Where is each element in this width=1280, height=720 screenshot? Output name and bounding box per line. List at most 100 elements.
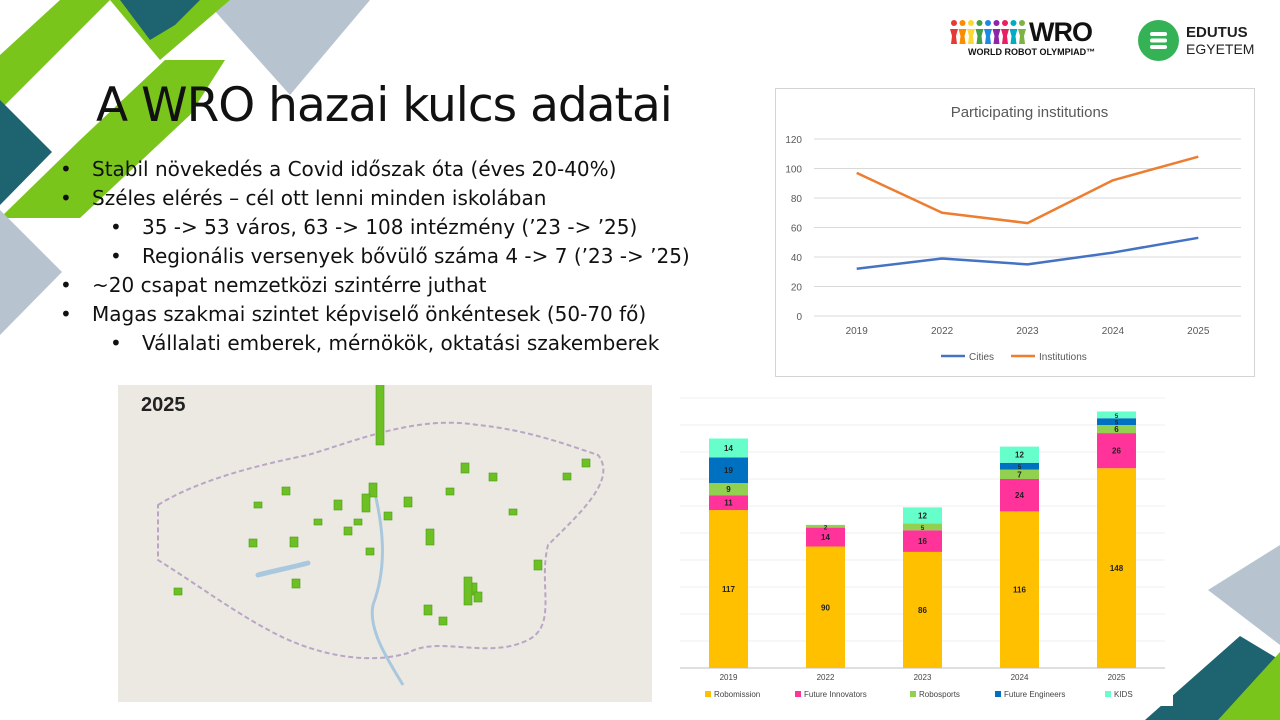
- bar-segment: [903, 530, 942, 552]
- wro-logo: WRO WORLD ROBOT OLYMPIAD™: [950, 16, 1122, 62]
- wro-figure-body: [967, 29, 975, 44]
- data-label: 14: [821, 533, 830, 542]
- wro-figure-head: [959, 20, 966, 26]
- map-bar-marker: [291, 578, 301, 589]
- legend-label: Robomission: [714, 690, 760, 699]
- deco-shape-gray-top: [205, 0, 370, 95]
- data-label: 117: [722, 585, 735, 594]
- map-bar-marker: [423, 604, 433, 616]
- wro-figure-body: [1009, 29, 1018, 44]
- y-tick-label: 0: [796, 312, 802, 323]
- map-bar-marker: [438, 616, 448, 626]
- legend-swatch: [910, 691, 916, 697]
- y-tick-label: 100: [785, 165, 802, 176]
- bar-segment: [1097, 411, 1136, 419]
- map-bar-marker: [253, 501, 263, 509]
- deco-shape-teal-left: [0, 100, 52, 205]
- map-bar-marker: [533, 559, 543, 571]
- data-label: 90: [821, 603, 830, 612]
- legend-swatch: [795, 691, 801, 697]
- line-chart-title: Participating institutions: [951, 104, 1109, 121]
- wro-figure-head: [1019, 20, 1025, 26]
- data-label: 19: [724, 466, 733, 475]
- bar-segment: [709, 457, 748, 484]
- wro-figure-head: [985, 20, 991, 26]
- y-tick-label: 40: [791, 253, 803, 264]
- data-label: 12: [1015, 451, 1024, 460]
- bar-segment: [903, 523, 942, 531]
- data-label: 5: [1115, 414, 1119, 420]
- wro-figure-head: [951, 20, 957, 26]
- map-lake: [255, 560, 311, 578]
- deco-shape-green-right: [1218, 652, 1280, 720]
- y-tick-label: 120: [785, 135, 802, 146]
- wro-figure-head: [976, 20, 983, 26]
- wro-figure-body: [1001, 29, 1009, 44]
- legend-label: Institutions: [1039, 352, 1087, 363]
- map-bar-marker: [365, 547, 375, 556]
- bar-segment: [806, 546, 845, 668]
- map-bar-marker: [173, 587, 183, 596]
- bar-segment: [1000, 511, 1039, 668]
- map-bar-marker: [375, 385, 385, 446]
- bullet-item: Széles elérés – cél ott lenni minden isk…: [60, 184, 750, 213]
- map-bar-marker: [508, 508, 518, 516]
- map-bar-marker: [460, 462, 470, 474]
- legend-label: KIDS: [1114, 690, 1133, 699]
- data-label: 12: [918, 511, 927, 520]
- map-bar-marker: [562, 472, 572, 481]
- bar-segment: [1097, 425, 1136, 434]
- bar-segment: [806, 527, 845, 547]
- stacked-bar-chart: 117 11 9 19 14 2019 90 14 2 2022 86 16 5 12 2023 116 24 7…: [680, 397, 1165, 699]
- map-border: [157, 421, 605, 660]
- map-bar-marker: [343, 526, 353, 536]
- bar-segment: [903, 551, 942, 668]
- wro-figure-body: [984, 29, 992, 44]
- x-tick-label: 2024: [1011, 673, 1029, 682]
- map-year-label: 2025: [141, 394, 186, 416]
- x-tick-label: 2019: [720, 673, 738, 682]
- edutus-logo: EDUTUS EGYETEM: [1138, 20, 1268, 64]
- wro-figure-head: [993, 20, 1000, 26]
- bar-segment: [1000, 446, 1039, 463]
- y-tick-label: 20: [791, 283, 803, 294]
- data-label: 6: [1114, 425, 1119, 434]
- data-label: 86: [918, 606, 927, 615]
- legend-label: Cities: [969, 352, 994, 363]
- data-label: 5: [921, 526, 925, 532]
- data-label: 16: [918, 537, 927, 546]
- slide-title: A WRO hazai kulcs adatai: [96, 78, 673, 133]
- wro-figure-head: [968, 20, 974, 26]
- wro-figure-head: [1010, 20, 1017, 26]
- legend-label: Future Engineers: [1004, 690, 1065, 699]
- map-bar-marker: [425, 528, 435, 546]
- x-tick-label: 2025: [1108, 673, 1126, 682]
- data-label: 5: [1018, 465, 1022, 471]
- line-chart-card: Participating institutions 0 20 40 60 80 100 12…: [775, 88, 1255, 377]
- x-tick-label: 2025: [1187, 326, 1210, 337]
- deco-shape-green-left: [0, 0, 110, 110]
- map-background: [157, 385, 605, 686]
- legend-label: Robosports: [919, 690, 960, 699]
- y-tick-label: 60: [791, 224, 803, 235]
- series-line-institutions: [856, 155, 1199, 225]
- edutus-stripes-icon: [1150, 32, 1167, 49]
- bullet-item: Magas szakmai szintet képviselő önkéntes…: [60, 300, 750, 329]
- data-label: 14: [724, 444, 733, 453]
- map-bar-marker: [281, 486, 291, 496]
- wro-figure-body: [958, 29, 967, 44]
- bullet-list: Stabil növekedés a Covid időszak óta (év…: [60, 155, 750, 358]
- wro-figure-body: [992, 29, 1001, 44]
- map-bar-marker: [361, 493, 371, 513]
- map-bar-marker: [333, 499, 343, 511]
- bar-segment: [806, 524, 845, 528]
- data-label: 2: [824, 525, 828, 531]
- deco-shape-green-mid: [0, 60, 225, 218]
- map-bar-marker: [488, 472, 498, 482]
- x-tick-label: 2019: [846, 326, 869, 337]
- bar-segment: [1000, 462, 1039, 470]
- wro-logo-tagline: WORLD ROBOT OLYMPIAD™: [968, 47, 1096, 57]
- map-bar-marker: [353, 518, 363, 526]
- bullet-item: 35 -> 53 város, 63 -> 108 intézmény (’23…: [60, 213, 750, 242]
- x-tick-label: 2022: [931, 326, 954, 337]
